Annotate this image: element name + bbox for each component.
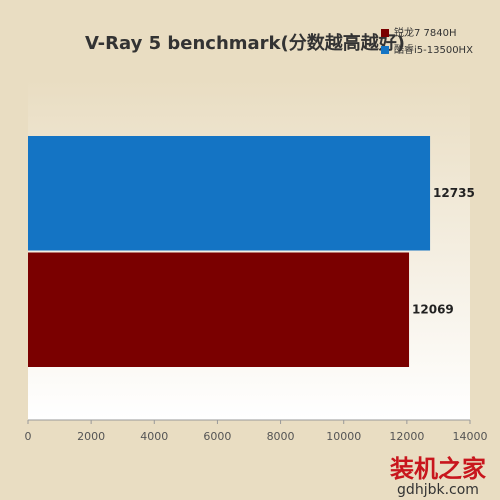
bar xyxy=(28,136,431,251)
x-tick-label: 0 xyxy=(25,430,32,443)
legend-label: 酷睿i5-13500HX xyxy=(394,43,473,56)
value-label: 12069 xyxy=(412,302,454,316)
x-tick-label: 8000 xyxy=(267,430,295,443)
x-tick-label: 14000 xyxy=(453,430,488,443)
bar xyxy=(28,252,410,367)
legend-swatch xyxy=(381,46,389,54)
x-tick-label: 12000 xyxy=(389,430,424,443)
x-tick-label: 2000 xyxy=(77,430,105,443)
watermark-url: gdhjbk.com xyxy=(397,482,479,498)
x-tick-label: 10000 xyxy=(326,430,361,443)
watermark-name: 装机之家 xyxy=(390,455,486,483)
legend-label: 锐龙7 7840H xyxy=(394,26,457,39)
legend-swatch xyxy=(381,29,389,37)
value-label: 12735 xyxy=(433,186,475,200)
chart-title: V-Ray 5 benchmark(分数越高越好) xyxy=(85,32,405,54)
x-tick-label: 4000 xyxy=(140,430,168,443)
x-tick-label: 6000 xyxy=(203,430,231,443)
